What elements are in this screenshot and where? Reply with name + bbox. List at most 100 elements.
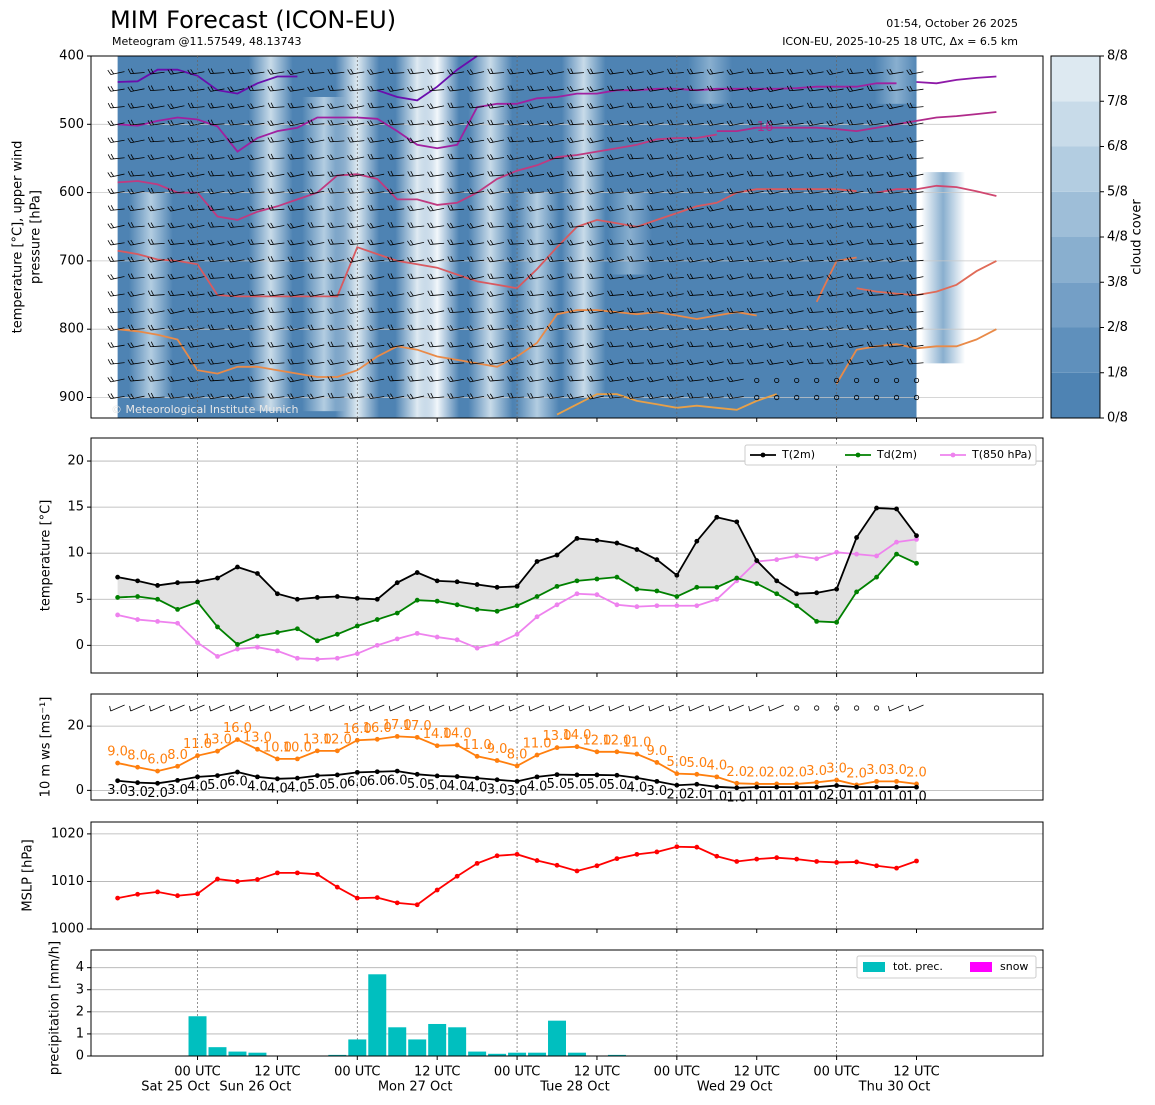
- wind-barb: [267, 393, 285, 399]
- wind-barb: [247, 103, 265, 109]
- wind-barb: [726, 376, 744, 383]
- wind-barb: [826, 239, 844, 246]
- wind-barb: [866, 256, 884, 263]
- surface-wind-barb: [408, 704, 425, 712]
- wind-barb: [147, 308, 165, 314]
- wind-y-tick-label: 20: [67, 719, 84, 734]
- wind-barb: [906, 85, 924, 92]
- series-point: [614, 602, 620, 608]
- wind-barb: [407, 239, 425, 246]
- wind-barb: [387, 188, 405, 195]
- wind-barb: [267, 120, 285, 126]
- series-point: [474, 582, 480, 587]
- mslp-point: [514, 851, 520, 857]
- surface-wind-barb: [888, 704, 904, 712]
- wind-barb: [227, 324, 245, 331]
- wind-barb: [547, 358, 565, 365]
- wind-barb: [566, 188, 584, 195]
- series-point: [434, 598, 440, 604]
- wind-barb: [287, 342, 305, 348]
- wind-barb: [567, 358, 584, 365]
- wind-series-point: [814, 779, 820, 785]
- wind-barb: [427, 68, 445, 75]
- wind-barb: [287, 171, 305, 178]
- wind-barb: [247, 341, 265, 348]
- wind-barb: [307, 137, 325, 144]
- wind-series-point: [235, 737, 240, 743]
- wind-barb: [127, 324, 145, 331]
- precip-bar: [408, 1039, 427, 1056]
- legend-marker: [760, 452, 766, 458]
- wind-barb: [606, 308, 624, 314]
- wind-barb: [427, 171, 445, 177]
- wind-barb: [227, 137, 245, 144]
- precip-legend: [856, 955, 1037, 979]
- chart-title: MIM Forecast (ICON-EU): [110, 6, 397, 34]
- wind-barb: [347, 85, 365, 92]
- wind-series-point: [854, 784, 859, 790]
- wind-barb: [567, 256, 584, 263]
- temperature-y-tick-label: 15: [67, 500, 84, 515]
- gust-value-label: 3.0: [866, 763, 887, 778]
- wind-barb: [187, 358, 205, 365]
- colorbar-segment: [1051, 146, 1100, 192]
- surface-wind-barb: [448, 704, 465, 712]
- wind-barb: [806, 68, 824, 75]
- wind-barb: [527, 290, 545, 297]
- surface-wind-barb: [169, 704, 185, 712]
- wind-barb: [427, 273, 445, 280]
- series-point: [814, 590, 820, 596]
- mean-wind-value-label: 5.0: [427, 778, 448, 793]
- wind-barb: [667, 222, 684, 228]
- surface-wind-barb: [728, 704, 744, 712]
- wind-barb: [307, 324, 325, 331]
- mean-wind-value-label: 5.0: [307, 778, 328, 793]
- wind-barb: [127, 375, 145, 382]
- mean-wind-value-label: 2.0: [826, 788, 847, 803]
- mslp-point: [914, 858, 919, 864]
- wind-barb: [387, 137, 405, 143]
- gust-value-label: 9.0: [107, 745, 128, 760]
- mean-wind-value-label: 5.0: [327, 777, 348, 792]
- wind-barb: [746, 188, 764, 195]
- wind-barb: [826, 171, 844, 178]
- wind-barb: [866, 290, 884, 296]
- wind-barb: [766, 86, 784, 92]
- wind-barb: [846, 154, 864, 160]
- gust-value-label: 2.0: [906, 765, 927, 780]
- wind-barb: [167, 239, 185, 245]
- wind-barb: [766, 222, 784, 228]
- wind-barb: [187, 85, 205, 92]
- wind-barb: [906, 188, 924, 194]
- wind-barb: [107, 120, 125, 127]
- wind-barb: [786, 308, 804, 314]
- wind-barb: [147, 154, 165, 161]
- wind-barb: [706, 154, 724, 161]
- wind-barb: [207, 86, 225, 92]
- mean-wind-value-label: 4.0: [247, 779, 268, 794]
- temperature-y-tick-label: 20: [67, 454, 84, 469]
- wind-frame: [90, 693, 1044, 801]
- series-point: [135, 578, 141, 584]
- wind-barb: [427, 308, 445, 314]
- series-point: [654, 603, 660, 609]
- wind-barb: [347, 290, 365, 297]
- series-point: [275, 630, 280, 635]
- wind-barb: [726, 137, 744, 143]
- wind-barb: [906, 341, 924, 348]
- wind-barb: [447, 188, 465, 194]
- wind-barb: [646, 342, 664, 348]
- wind-barb: [646, 188, 664, 195]
- wind-barb: [187, 239, 205, 246]
- wind-barb: [546, 171, 564, 178]
- series-point: [554, 602, 560, 608]
- wind-barb: [127, 137, 145, 144]
- wind-barb: [127, 342, 145, 349]
- wind-barb: [846, 273, 864, 279]
- wind-barb: [167, 154, 185, 161]
- wind-barb: [527, 392, 545, 399]
- upper-air-y-tick-label: 400: [59, 49, 84, 64]
- wind-barb: [466, 325, 485, 332]
- series-point: [195, 579, 200, 585]
- wind-barb: [566, 290, 584, 297]
